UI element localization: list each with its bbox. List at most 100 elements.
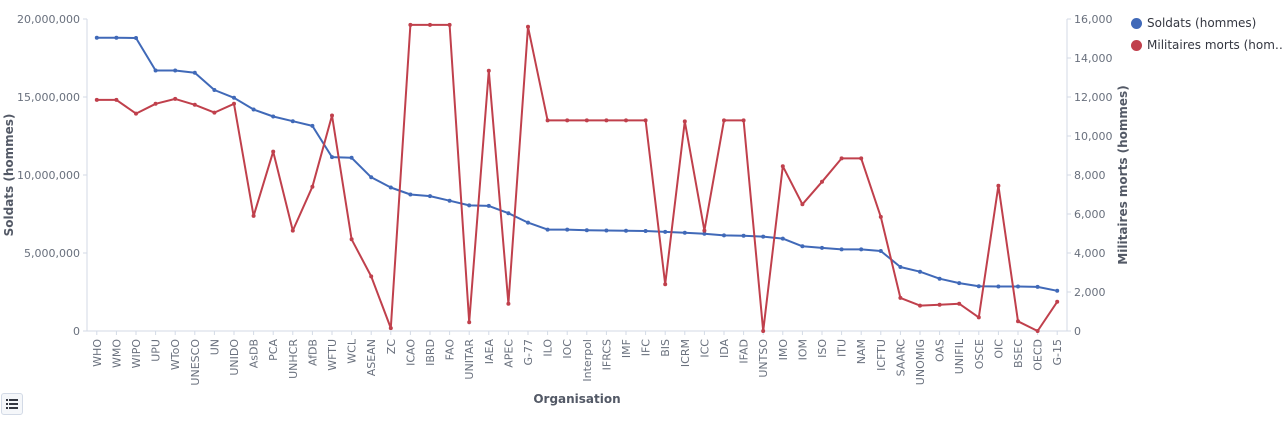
series-0-point[interactable] [859,247,864,252]
series-1-point[interactable] [1035,329,1040,333]
legend-item-soldats[interactable]: Soldats (hommes) [1131,12,1282,34]
series-1-point[interactable] [251,213,256,218]
legend-toggle-button[interactable] [1,393,23,415]
series-1-point[interactable] [663,282,668,287]
series-0-point[interactable] [1016,284,1020,289]
series-1-point[interactable] [408,22,413,27]
series-0-point[interactable] [898,265,903,269]
series-0-point[interactable] [1035,284,1040,289]
series-1-point[interactable] [643,118,648,123]
series-0-point[interactable] [643,229,648,233]
series-0-point[interactable] [820,245,824,250]
series-1-point[interactable] [722,118,726,123]
series-1-point[interactable] [428,22,432,27]
series-0-point[interactable] [330,155,334,160]
series-0-point[interactable] [506,211,511,216]
series-0-point[interactable] [486,203,491,208]
series-0-point[interactable] [114,35,119,40]
series-0-point[interactable] [251,107,256,112]
series-0-point[interactable] [192,70,197,75]
series-0-point[interactable] [976,284,981,289]
series-1-point[interactable] [839,156,844,161]
series-0-point[interactable] [369,175,374,180]
series-1-point[interactable] [761,329,766,333]
series-0-point[interactable] [232,95,236,100]
series-1-point[interactable] [486,68,491,73]
series-1-point[interactable] [624,118,628,123]
series-1-point[interactable] [565,118,570,123]
series-0-point[interactable] [349,155,354,160]
series-0-point[interactable] [996,284,1001,289]
series-1-point[interactable] [232,101,236,106]
series-1-point[interactable] [584,118,589,123]
series-0-point[interactable] [545,227,550,232]
series-1-point[interactable] [290,228,295,233]
legend-item-militaires-morts[interactable]: Militaires morts (hommes) [1131,34,1282,56]
series-1-point[interactable] [134,111,138,116]
series-1-point[interactable] [447,22,452,27]
series-0-point[interactable] [604,228,609,233]
series-1-point[interactable] [820,179,824,184]
series-1-point[interactable] [780,164,785,169]
series-1-point[interactable] [604,118,609,123]
series-0-point[interactable] [212,88,217,92]
series-1-point[interactable] [741,118,746,123]
series-1-point[interactable] [506,301,511,306]
series-0-point[interactable] [761,234,766,239]
series-1-point[interactable] [369,274,374,279]
series-0-point[interactable] [408,192,413,197]
series-0-point[interactable] [271,114,276,119]
series-1-point[interactable] [957,301,962,306]
series-0-point[interactable] [722,233,726,238]
series-0-point[interactable] [957,281,962,286]
series-0-point[interactable] [741,233,746,238]
series-1-point[interactable] [1016,319,1020,324]
series-0-point[interactable] [94,35,99,40]
series-0-point[interactable] [153,68,158,73]
series-0-point[interactable] [780,236,785,241]
series-0-point[interactable] [173,68,178,73]
series-0-point[interactable] [447,198,452,203]
series-0-point[interactable] [290,119,295,124]
series-1-point[interactable] [330,113,334,118]
series-0-point[interactable] [839,247,844,252]
series-0-point[interactable] [918,269,922,274]
series-1-point[interactable] [467,320,472,325]
series-1-point[interactable] [94,97,99,102]
series-1-point[interactable] [545,118,550,123]
series-1-point[interactable] [937,302,942,307]
series-1-point[interactable] [898,295,903,300]
series-1-point[interactable] [918,303,922,308]
series-1-point[interactable] [859,156,864,161]
series-0-point[interactable] [878,249,883,253]
series-0-point[interactable] [624,228,628,233]
series-0-point[interactable] [702,231,707,236]
series-1-point[interactable] [271,149,276,154]
series-0-point[interactable] [388,185,393,190]
series-0-point[interactable] [937,276,942,281]
series-1-point[interactable] [114,97,119,102]
series-1-point[interactable] [153,101,158,106]
series-0-point[interactable] [682,230,687,235]
series-0-point[interactable] [800,244,805,249]
series-0-point[interactable] [584,228,589,233]
series-1-point[interactable] [702,228,707,233]
series-0-point[interactable] [526,220,530,225]
series-1-point[interactable] [878,214,883,219]
series-1-point[interactable] [682,119,687,124]
series-1-point[interactable] [996,183,1001,188]
series-0-point[interactable] [310,123,315,128]
series-1-point[interactable] [1055,299,1060,304]
series-0-point[interactable] [1055,288,1060,293]
series-1-point[interactable] [526,24,530,29]
series-1-point[interactable] [192,102,197,107]
series-0-point[interactable] [663,229,668,234]
series-0-point[interactable] [565,227,570,232]
series-0-point[interactable] [428,194,432,199]
series-1-point[interactable] [310,184,315,189]
series-1-point[interactable] [212,110,217,115]
series-0-point[interactable] [467,203,472,208]
series-1-point[interactable] [976,315,981,320]
series-1-point[interactable] [173,96,178,101]
series-1-point[interactable] [800,202,805,207]
